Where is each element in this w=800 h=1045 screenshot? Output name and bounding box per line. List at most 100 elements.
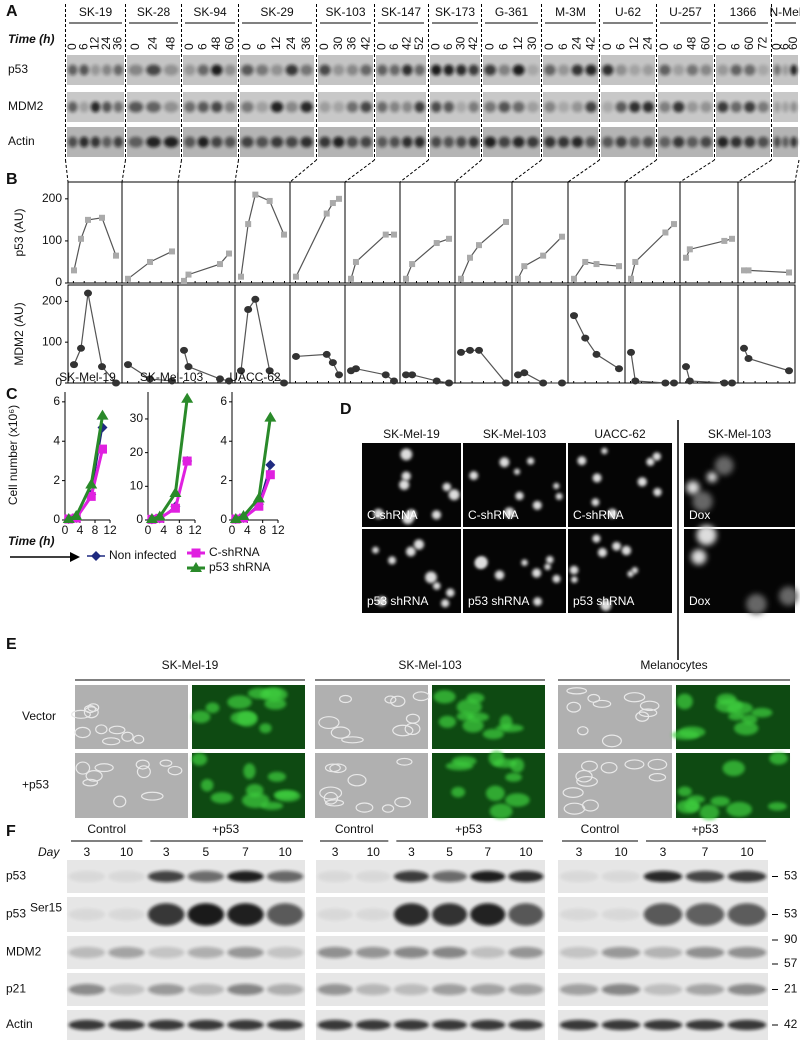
band <box>790 64 798 76</box>
y-tick-label: 200 <box>42 191 62 205</box>
band <box>498 64 511 76</box>
marker <box>786 269 792 276</box>
band <box>526 64 539 76</box>
cell <box>691 549 707 565</box>
cell <box>74 726 91 739</box>
series-line <box>630 223 675 279</box>
chart-title: SK-Mel-19 <box>59 370 116 384</box>
cell <box>205 702 220 714</box>
image-title: SK-Mel-103 <box>483 427 547 441</box>
band <box>393 946 429 959</box>
day-value: 3 <box>660 845 667 859</box>
x-tick-label: 4 <box>244 523 251 537</box>
time-value: 0 <box>182 43 196 50</box>
cell <box>576 775 598 787</box>
band <box>184 136 196 148</box>
chart-title: SK-Mel-103 <box>140 370 204 384</box>
cell <box>412 691 430 702</box>
marker <box>381 371 390 379</box>
band <box>102 136 112 148</box>
time-value: 0 <box>600 43 614 50</box>
row-label: p53 <box>6 907 26 921</box>
day-value: 5 <box>446 845 453 859</box>
band <box>782 136 789 148</box>
y-tick-label: 0 <box>55 375 62 389</box>
band <box>700 136 712 148</box>
band <box>377 64 388 76</box>
cell <box>227 695 252 709</box>
band <box>468 136 479 148</box>
band <box>270 101 284 113</box>
series-line <box>240 193 285 277</box>
cell <box>75 761 91 775</box>
time-value: 6 <box>778 43 792 50</box>
marker <box>169 248 175 255</box>
cell-line-name: SK-19 <box>79 5 113 19</box>
band <box>389 101 400 113</box>
series-line <box>573 261 620 280</box>
band <box>184 101 196 113</box>
y-tick-label: 0 <box>136 512 143 526</box>
cell <box>401 471 411 481</box>
time-value: 60 <box>222 36 236 50</box>
band <box>346 136 359 148</box>
image-label: C-shRNA <box>468 508 519 522</box>
band <box>270 64 284 76</box>
band <box>67 101 78 113</box>
band <box>79 101 89 113</box>
band <box>319 64 331 76</box>
band <box>300 64 313 76</box>
image-label: p53 shRNA <box>468 594 529 608</box>
marker <box>685 377 694 385</box>
marker <box>403 275 409 282</box>
band <box>197 64 209 76</box>
cell <box>159 759 173 767</box>
series-line <box>295 198 340 277</box>
band <box>601 908 641 921</box>
day-value: 10 <box>740 845 754 859</box>
band <box>642 136 654 148</box>
band <box>508 946 544 959</box>
marker <box>515 275 521 282</box>
series-line <box>350 234 394 279</box>
band <box>730 101 742 113</box>
band <box>443 101 454 113</box>
cell <box>600 599 612 611</box>
marker <box>78 235 84 242</box>
day-label: Day <box>38 845 60 859</box>
cell <box>329 763 347 774</box>
band <box>602 101 614 113</box>
band <box>300 101 313 113</box>
band <box>163 136 179 148</box>
cell <box>767 802 787 811</box>
cell <box>273 790 298 799</box>
band <box>67 136 78 148</box>
band <box>730 64 742 76</box>
band <box>90 64 101 76</box>
band <box>377 101 388 113</box>
band <box>601 946 641 959</box>
band <box>270 136 284 148</box>
cell <box>627 570 634 578</box>
band <box>629 101 641 113</box>
marker <box>292 352 300 360</box>
cell <box>639 700 660 711</box>
band <box>147 903 185 926</box>
legend-label: C-shRNA <box>209 545 260 559</box>
time-value: 6 <box>613 43 627 50</box>
marker <box>390 377 398 385</box>
band <box>147 946 185 959</box>
marker <box>540 252 547 259</box>
band <box>559 1019 599 1031</box>
cell <box>191 710 211 724</box>
cell <box>495 724 524 733</box>
band <box>285 136 299 148</box>
cell <box>653 487 662 497</box>
time-value: 6 <box>556 43 570 50</box>
marker <box>728 379 736 387</box>
band <box>79 136 89 148</box>
marker <box>251 295 260 303</box>
control-label: Control <box>335 822 374 836</box>
band <box>332 136 345 148</box>
x-tick-label: 12 <box>271 523 285 537</box>
